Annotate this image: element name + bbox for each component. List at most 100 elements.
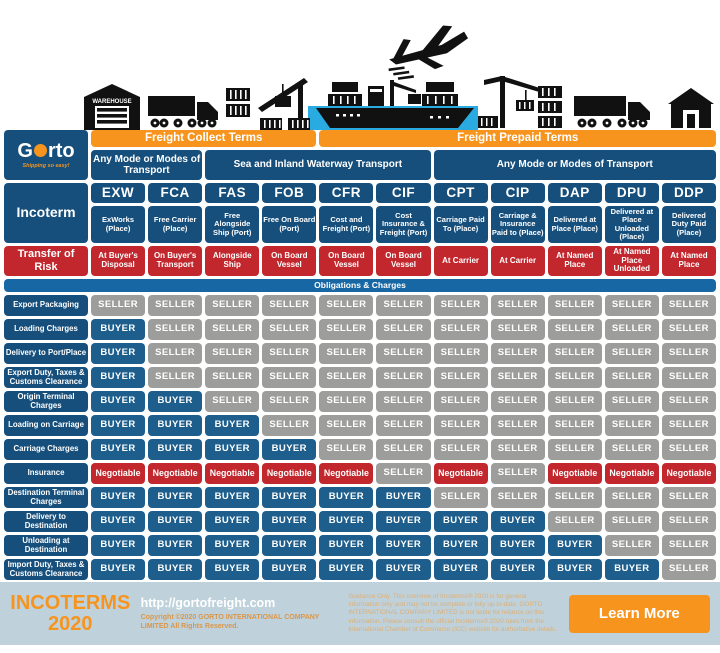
row-label: Export Packaging: [4, 295, 88, 316]
matrix-cell: BUYER: [433, 535, 488, 556]
matrix-cell: BUYER: [319, 511, 374, 532]
matrix-cell: BUYER: [490, 535, 545, 556]
matrix-cell: SELLER: [490, 463, 545, 484]
matrix-cell: SELLER: [319, 319, 374, 340]
matrix-cell: SELLER: [319, 439, 374, 460]
row-label: Import Duty, Taxes & Customs Clearance: [4, 559, 88, 580]
matrix-cell: BUYER: [262, 487, 317, 508]
matrix-cell: BUYER: [376, 487, 431, 508]
risk-cell-fca: On Buyer's Transport: [148, 246, 203, 276]
matrix-cell: SELLER: [262, 295, 317, 316]
website-link[interactable]: http://gortofreight.com: [140, 595, 276, 610]
incoterm-code-dap: DAP: [547, 183, 602, 203]
globe-dot-icon: [33, 144, 47, 158]
airplane-icon: [381, 14, 474, 81]
mode-any-2: Any Mode or Modes of Transport: [433, 150, 716, 180]
matrix-cell: BUYER: [433, 559, 488, 580]
matrix-cell: BUYER: [91, 319, 146, 340]
matrix-cell: SELLER: [376, 439, 431, 460]
matrix-cell: BUYER: [376, 559, 431, 580]
matrix-cell: BUYER: [547, 535, 602, 556]
matrix-cell: SELLER: [376, 391, 431, 412]
brand-tagline: Shipping so easy!: [22, 162, 70, 169]
matrix-cell: BUYER: [148, 391, 203, 412]
matrix-cell: Negotiable: [433, 463, 488, 484]
matrix-cell: BUYER: [91, 343, 146, 364]
incoterm-name-dap: Delivered at Place (Place): [547, 206, 602, 243]
matrix-cell: Negotiable: [604, 463, 659, 484]
matrix-cell: SELLER: [433, 415, 488, 436]
matrix-cell: BUYER: [91, 439, 146, 460]
matrix-cell: BUYER: [148, 559, 203, 580]
matrix-cell: SELLER: [604, 511, 659, 532]
matrix-cell: SELLER: [604, 343, 659, 364]
matrix-cell: SELLER: [91, 295, 146, 316]
matrix-cell: SELLER: [319, 415, 374, 436]
matrix-cell: SELLER: [661, 487, 716, 508]
matrix-cell: Negotiable: [205, 463, 260, 484]
matrix-cell: SELLER: [490, 343, 545, 364]
risk-cell-cpt: At Carrier: [433, 246, 488, 276]
incoterm-code-cfr: CFR: [319, 183, 374, 203]
matrix-cell: BUYER: [433, 511, 488, 532]
mode-any-1: Any Mode or Modes of Transport: [91, 150, 203, 180]
row-label: Loading on Carriage: [4, 415, 88, 436]
incoterm-name-cfr: Cost and Freight (Port): [319, 206, 374, 243]
matrix-cell: SELLER: [490, 295, 545, 316]
matrix-cell: SELLER: [547, 343, 602, 364]
truck-icon-2: [574, 96, 652, 130]
matrix-cell: SELLER: [661, 319, 716, 340]
matrix-cell: BUYER: [319, 535, 374, 556]
row-label: Destination Terminal Charges: [4, 487, 88, 508]
matrix-cell: SELLER: [205, 391, 260, 412]
matrix-cell: BUYER: [205, 487, 260, 508]
warehouse-label: WAREHOUSE: [92, 99, 131, 105]
matrix-cell: SELLER: [319, 367, 374, 388]
risk-cell-ddp: At Named Place: [661, 246, 716, 276]
incoterm-code-cip: CIP: [490, 183, 545, 203]
matrix-cell: SELLER: [547, 487, 602, 508]
risk-cell-dpu: At Named Place Unloaded: [604, 246, 659, 276]
matrix-cell: Negotiable: [262, 463, 317, 484]
incoterm-code-cpt: CPT: [433, 183, 488, 203]
matrix-cell: SELLER: [205, 295, 260, 316]
matrix-cell: BUYER: [262, 559, 317, 580]
matrix-cell: SELLER: [547, 391, 602, 412]
matrix-cell: SELLER: [547, 511, 602, 532]
matrix-cell: SELLER: [148, 343, 203, 364]
matrix-cell: SELLER: [547, 439, 602, 460]
incoterm-name-cip: Carriage & Insurance Paid to (Place): [490, 206, 545, 243]
obligations-bar: Obligations & Charges: [4, 279, 716, 292]
risk-cell-dap: At Named Place: [547, 246, 602, 276]
matrix-cell: SELLER: [376, 463, 431, 484]
row-label: Delivery to Destination: [4, 511, 88, 532]
copyright-text: Copyright ©2020 GORTO INTERNATIONAL COMP…: [140, 613, 320, 630]
matrix-cell: SELLER: [205, 343, 260, 364]
learn-more-button[interactable]: Learn More: [568, 594, 710, 633]
matrix-cell: SELLER: [376, 295, 431, 316]
matrix-cell: SELLER: [433, 367, 488, 388]
matrix-cell: BUYER: [148, 487, 203, 508]
matrix-cell: BUYER: [205, 511, 260, 532]
matrix-cell: SELLER: [547, 295, 602, 316]
matrix-cell: SELLER: [661, 439, 716, 460]
row-label: Export Duty, Taxes & Customs Clearance: [4, 367, 88, 388]
freight-prepaid-band: Freight Prepaid Terms: [319, 130, 716, 147]
matrix-cell: SELLER: [262, 367, 317, 388]
matrix-cell: BUYER: [148, 415, 203, 436]
matrix-cell: SELLER: [376, 319, 431, 340]
transport-illustration: WAREHOUSE: [0, 0, 720, 130]
row-label: Unloading at Destination: [4, 535, 88, 556]
transfer-of-risk-label: Transfer of Risk: [4, 246, 88, 276]
matrix-cell: BUYER: [91, 559, 146, 580]
matrix-cell: BUYER: [91, 511, 146, 532]
matrix-cell: SELLER: [319, 295, 374, 316]
matrix-cell: BUYER: [547, 559, 602, 580]
matrix-cell: BUYER: [205, 415, 260, 436]
risk-cell-fas: Alongside Ship: [205, 246, 260, 276]
matrix-cell: SELLER: [547, 319, 602, 340]
matrix-cell: SELLER: [148, 319, 203, 340]
matrix-cell: SELLER: [661, 343, 716, 364]
cargo-ship-icon: [314, 72, 476, 130]
matrix-cell: SELLER: [604, 487, 659, 508]
